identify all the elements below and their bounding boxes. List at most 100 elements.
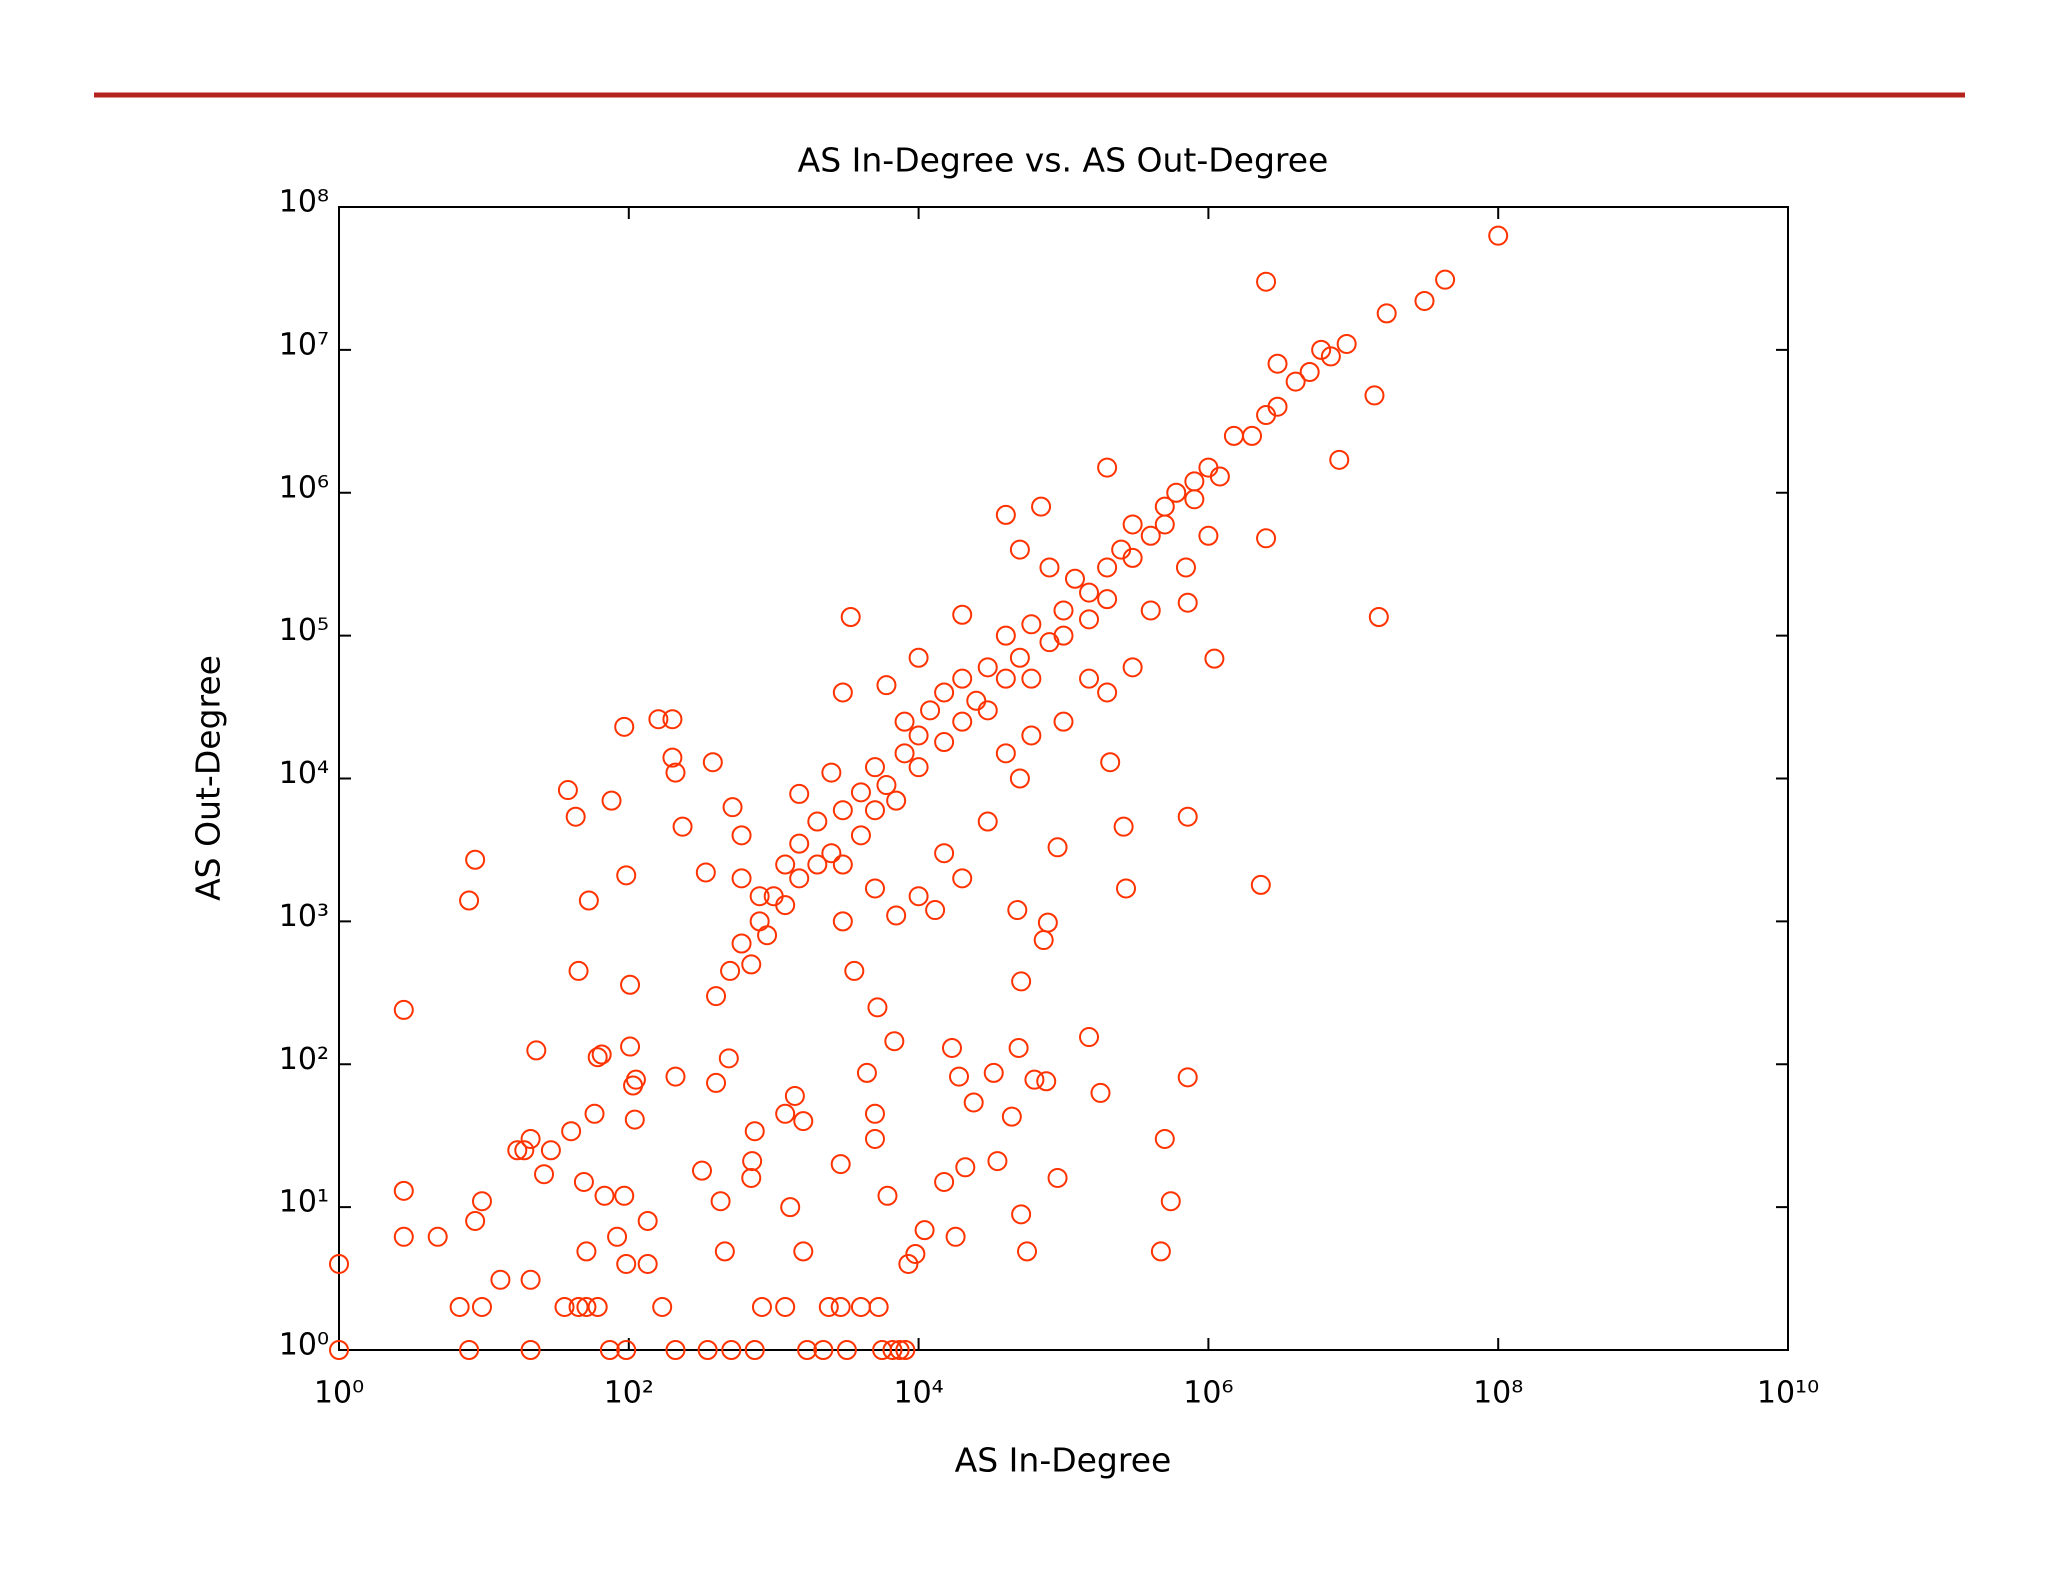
point [1256, 271, 1277, 292]
point [1166, 482, 1187, 503]
point [1209, 466, 1230, 487]
point [1267, 396, 1288, 417]
point [393, 999, 414, 1020]
plot-area [338, 206, 1789, 1351]
point [905, 1243, 926, 1264]
y-axis-label: AS Out-Degree [189, 655, 228, 901]
point [672, 816, 693, 837]
point [648, 709, 669, 730]
point [908, 725, 929, 746]
point [1299, 362, 1320, 383]
point [1177, 806, 1198, 827]
point [908, 757, 929, 778]
point [520, 1269, 541, 1290]
point [886, 790, 907, 811]
point [1047, 1167, 1068, 1188]
point [1011, 971, 1032, 992]
point [757, 925, 778, 946]
point [1320, 346, 1341, 367]
point [876, 775, 897, 796]
point [591, 1044, 612, 1065]
point [952, 668, 973, 689]
point [952, 604, 973, 625]
point [793, 1241, 814, 1262]
point [1024, 1069, 1045, 1090]
point [1036, 1071, 1057, 1092]
point [620, 974, 641, 995]
point [526, 1040, 547, 1061]
point [695, 862, 716, 883]
point [616, 865, 637, 886]
point [1079, 668, 1100, 689]
point [775, 1103, 796, 1124]
point [576, 1241, 597, 1262]
point [789, 868, 810, 889]
point [625, 1069, 646, 1090]
point [1242, 425, 1263, 446]
point [507, 1140, 528, 1161]
point [836, 1340, 857, 1360]
point [702, 752, 723, 773]
point [784, 1085, 805, 1106]
point [995, 625, 1016, 646]
point [995, 668, 1016, 689]
point [1033, 930, 1054, 951]
point [894, 711, 915, 732]
point [520, 1340, 541, 1360]
x-tick-label: 10² [604, 1376, 654, 1411]
point [1079, 609, 1100, 630]
point [329, 1253, 349, 1274]
point [568, 960, 589, 981]
point [1140, 600, 1161, 621]
point [1160, 1191, 1181, 1212]
x-tick-label: 10⁶ [1183, 1376, 1233, 1411]
point [1097, 682, 1118, 703]
point [1122, 514, 1143, 535]
point [832, 854, 853, 875]
point [876, 675, 897, 696]
point [1116, 878, 1137, 899]
point [868, 1296, 889, 1317]
point [832, 911, 853, 932]
y-tick-label: 10³ [279, 899, 329, 934]
point [520, 1128, 541, 1149]
point [955, 1157, 976, 1178]
point [789, 833, 810, 854]
point [1150, 1241, 1171, 1262]
point [601, 790, 622, 811]
point [578, 890, 599, 911]
y-tick-label: 10⁵ [279, 613, 329, 648]
point [945, 1226, 966, 1247]
point [614, 716, 635, 737]
point [587, 1047, 608, 1068]
point [665, 762, 686, 783]
point [952, 711, 973, 732]
x-tick-label: 10⁴ [893, 1376, 943, 1411]
y-tick-label: 10⁴ [279, 756, 329, 791]
point [1090, 1082, 1111, 1103]
point [925, 900, 946, 921]
point [565, 806, 586, 827]
point [977, 657, 998, 678]
point [821, 843, 842, 864]
chart-title: AS In-Degree vs. AS Out-Degree [798, 141, 1329, 180]
point [895, 1340, 916, 1360]
point [540, 1140, 561, 1161]
point [797, 1340, 818, 1360]
point [599, 1340, 620, 1360]
point [706, 1072, 727, 1093]
point [1053, 600, 1074, 621]
point [882, 1340, 903, 1360]
point [941, 1037, 962, 1058]
point [741, 954, 762, 975]
point [393, 1226, 414, 1247]
y-tick-label: 10⁶ [279, 470, 329, 505]
point [864, 800, 885, 821]
point [1184, 489, 1205, 510]
point [780, 1197, 801, 1218]
point [807, 854, 828, 875]
point [490, 1269, 511, 1290]
point [934, 1171, 955, 1192]
point [832, 800, 853, 821]
